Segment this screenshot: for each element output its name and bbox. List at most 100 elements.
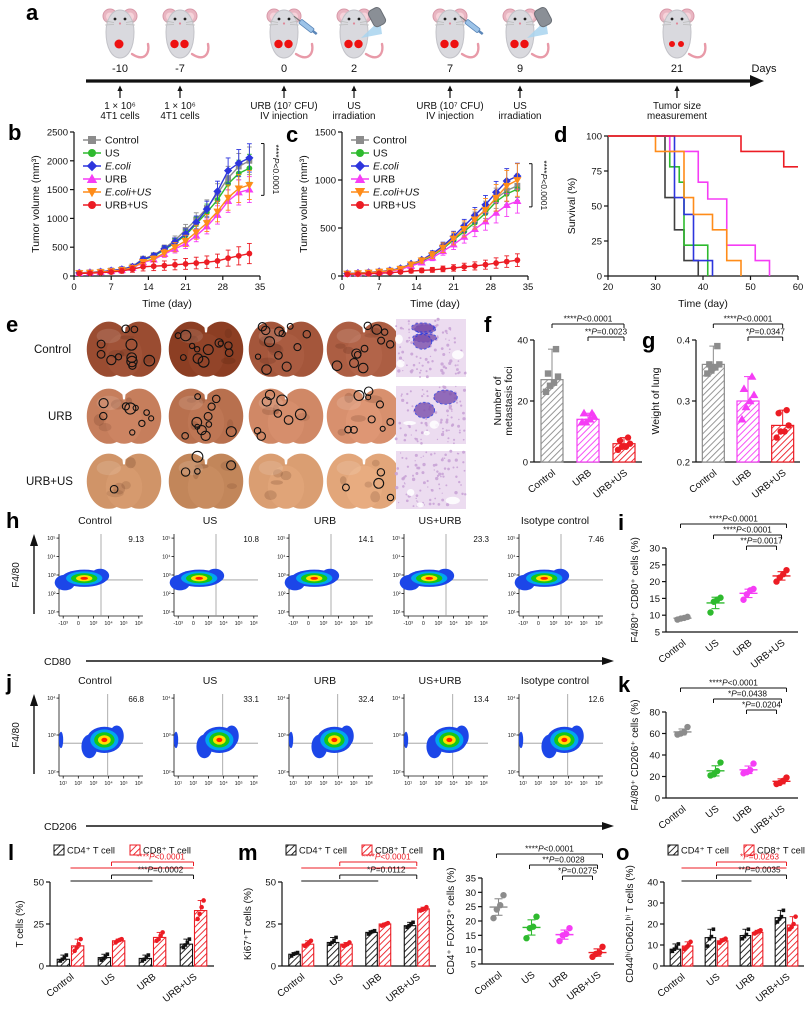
svg-text:25: 25 [591, 237, 602, 248]
svg-text:500: 500 [320, 224, 336, 235]
svg-text:CD4⁺ T cell: CD4⁺ T cell [67, 846, 115, 856]
metastasis-focus-circle [360, 344, 369, 353]
svg-text:500: 500 [52, 243, 68, 254]
svg-text:10⁴: 10⁴ [162, 696, 171, 702]
panel-e-lung-images: Control URB URB+US [10, 314, 480, 512]
svg-text:10⁵: 10⁵ [350, 781, 358, 787]
svg-text:10⁴: 10⁴ [507, 555, 516, 561]
svg-text:Control: Control [473, 970, 505, 998]
svg-text:US: US [513, 101, 527, 112]
svg-text:50: 50 [33, 878, 44, 889]
svg-text:10⁶: 10⁶ [250, 621, 258, 627]
svg-text:15: 15 [649, 594, 660, 605]
svg-text:10²: 10² [393, 770, 401, 776]
svg-text:10⁴: 10⁴ [334, 781, 343, 787]
syringe-icon [459, 15, 484, 36]
metastasis-focus-circle [143, 354, 156, 367]
panel-c-tumor-volume-chart: 0 500 1000 1500 0 7 14 21 28 35 Time (day) Tumor vo… [296, 124, 548, 311]
lung-photo [86, 318, 162, 377]
svg-text:0: 0 [71, 282, 76, 293]
svg-text:****P<0.0001: ****P<0.0001 [723, 525, 772, 535]
svg-text:40: 40 [698, 282, 709, 293]
svg-text:F4/80⁺ CD80⁺ cells (%): F4/80⁺ CD80⁺ cells (%) [630, 537, 641, 643]
lung-photo [248, 318, 324, 377]
svg-text:Ki67⁺T cells (%): Ki67⁺T cells (%) [243, 888, 254, 960]
metastasis-focus-circle [261, 396, 272, 407]
metastasis-focus-circle [357, 362, 369, 374]
svg-text:****P<0.0001: ****P<0.0001 [709, 514, 758, 524]
metastasis-focus-circle [203, 411, 213, 421]
tumor [180, 39, 189, 49]
metastasis-focus-circle [191, 450, 204, 463]
svg-text:2000: 2000 [47, 156, 68, 167]
svg-text:**P=0.0017: **P=0.0017 [740, 536, 783, 546]
metastasis-focus-circle [121, 324, 131, 334]
svg-text:25: 25 [265, 920, 276, 931]
svg-text:10³: 10³ [435, 621, 443, 627]
row-label: URB+US [26, 476, 73, 488]
metastasis-region [433, 389, 458, 405]
svg-text:CD4⁺ T cell: CD4⁺ T cell [299, 846, 347, 856]
panel-d-label: d [554, 122, 568, 147]
svg-text:10¹: 10¹ [59, 781, 67, 787]
svg-text:*P=0.0204: *P=0.0204 [742, 700, 781, 710]
svg-text:35: 35 [523, 282, 534, 293]
svg-text:10²: 10² [534, 781, 542, 787]
panel-a-timeline: Days -10 1 × 10⁶ 4T1 cells -7 1 × 10⁶ 4T1 cell… [0, 0, 808, 120]
tumor [344, 39, 353, 49]
svg-text:20: 20 [647, 920, 658, 931]
svg-text:US: US [520, 969, 538, 986]
svg-text:-10³: -10³ [403, 621, 413, 627]
svg-text:7.46: 7.46 [588, 535, 604, 544]
panel-k-cd206-dot-plot: 0 20 40 60 80 Control US URB URB+US ****P<0.0001 *… [628, 676, 808, 846]
svg-text:10⁴: 10⁴ [392, 696, 401, 702]
metastasis-focus-circle [341, 483, 350, 492]
svg-text:10³: 10³ [550, 621, 558, 627]
svg-text:21: 21 [448, 282, 459, 293]
svg-text:20: 20 [649, 577, 660, 588]
svg-text:****P<0.0001: ****P<0.0001 [539, 160, 548, 210]
metastasis-focus-circle [363, 321, 372, 331]
metastasis-focus-circle [191, 416, 203, 428]
svg-text:US: US [100, 971, 118, 988]
metastasis-focus-circle [96, 339, 106, 349]
metastasis-focus-circle [202, 344, 214, 356]
svg-text:US: US [203, 515, 218, 527]
svg-text:14: 14 [143, 282, 154, 293]
svg-text:10³: 10³ [320, 781, 328, 787]
svg-text:30: 30 [647, 899, 658, 910]
tumor [354, 39, 363, 49]
panel-f-label: f [484, 312, 492, 337]
svg-text:10³: 10³ [90, 781, 98, 787]
metastasis-focus-circle [353, 390, 365, 401]
svg-text:10⁴: 10⁴ [219, 621, 228, 627]
svg-text:IV injection: IV injection [426, 111, 474, 120]
svg-text:10⁴: 10⁴ [449, 781, 458, 787]
metastasis-focus-circle [143, 409, 150, 416]
svg-text:URB+US: URB+US [754, 971, 793, 1005]
metastasis-focus-circle [365, 394, 372, 401]
svg-text:metastasis foci: metastasis foci [503, 366, 515, 435]
metastasis-focus-circle [214, 338, 224, 348]
panel-g-lung-weight-chart: 0.2 0.3 0.4 Control URB URB+US ****P<0.0001 *P=… [650, 314, 808, 512]
svg-text:US: US [704, 803, 722, 820]
panel-n-foxp3-chart: 5 10 15 20 25 30 35 Control US URB URB+US ****P<0.0… [444, 842, 622, 1012]
mouse-tail [530, 42, 550, 59]
svg-text:****P<0.0001: ****P<0.0001 [709, 678, 758, 688]
row-label: Control [34, 344, 71, 356]
svg-text:10³: 10³ [508, 733, 516, 739]
svg-text:10⁶: 10⁶ [480, 621, 488, 627]
tumor [450, 39, 459, 49]
svg-text:10.8: 10.8 [243, 535, 259, 544]
svg-text:40: 40 [517, 336, 528, 347]
metastasis-focus-circle [193, 345, 201, 353]
svg-text:0: 0 [537, 621, 540, 627]
svg-text:10⁴: 10⁴ [277, 696, 286, 702]
